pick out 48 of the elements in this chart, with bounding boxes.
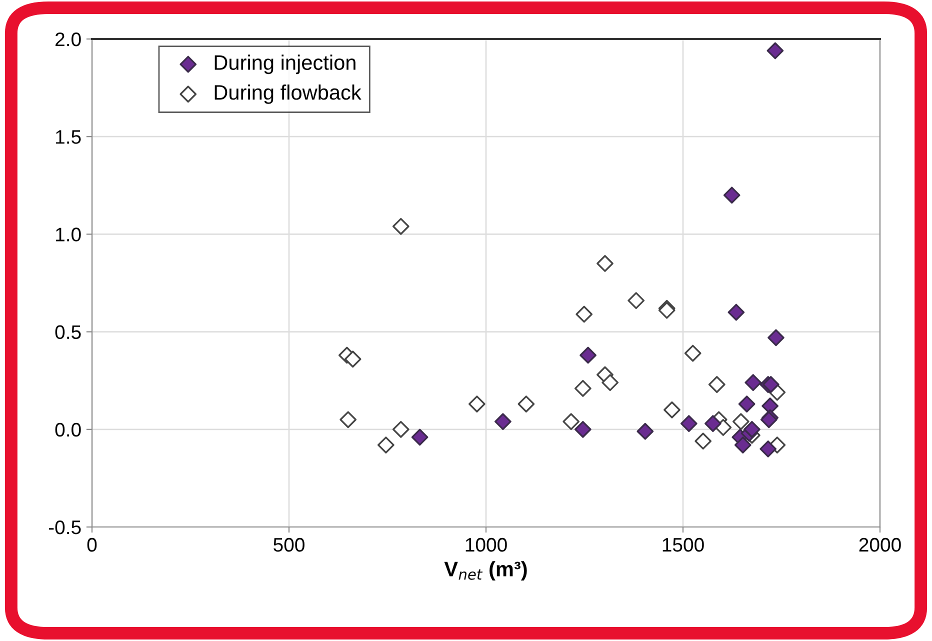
y-tick-label: -0.5 bbox=[48, 520, 81, 534]
point bbox=[377, 436, 394, 454]
x-tick-label: 1500 bbox=[662, 538, 704, 552]
legend-label: During injection bbox=[214, 54, 356, 74]
point bbox=[728, 304, 745, 321]
x-axis-title: V$_{net}$ (m³) bbox=[444, 561, 527, 581]
point bbox=[680, 415, 698, 432]
point bbox=[576, 306, 593, 323]
point bbox=[704, 415, 722, 432]
point bbox=[708, 376, 726, 393]
y-tick-label: 2.0 bbox=[56, 32, 81, 46]
point bbox=[411, 428, 428, 446]
x-tick-label: 1000 bbox=[466, 538, 507, 552]
point bbox=[580, 346, 596, 364]
y-tick-label: 1.0 bbox=[56, 228, 81, 242]
point bbox=[574, 380, 592, 397]
point bbox=[574, 420, 592, 438]
y-tick-label: 1.5 bbox=[56, 130, 81, 144]
point bbox=[723, 186, 740, 204]
x-tick-label: 500 bbox=[274, 538, 304, 552]
point bbox=[760, 440, 777, 458]
point bbox=[738, 396, 756, 412]
point bbox=[340, 411, 357, 428]
point bbox=[684, 344, 702, 362]
point bbox=[694, 432, 712, 450]
point bbox=[768, 329, 784, 346]
point bbox=[602, 374, 619, 391]
point bbox=[744, 374, 762, 391]
point bbox=[744, 420, 760, 438]
point bbox=[628, 292, 645, 310]
y-tick-label: 0.0 bbox=[55, 422, 81, 437]
x-tick-label: 2000 bbox=[859, 538, 901, 552]
point bbox=[518, 396, 535, 412]
point bbox=[468, 396, 486, 412]
legend-label: During flowback bbox=[214, 84, 362, 104]
point bbox=[494, 413, 512, 430]
point bbox=[732, 413, 750, 430]
point bbox=[636, 422, 654, 440]
x-tick-label: 0 bbox=[87, 538, 97, 552]
y-tick-label: 0.5 bbox=[55, 325, 81, 340]
point bbox=[734, 436, 752, 454]
point bbox=[664, 401, 680, 418]
point bbox=[596, 255, 614, 272]
point bbox=[562, 413, 580, 430]
point bbox=[344, 350, 362, 368]
point bbox=[392, 420, 410, 438]
point bbox=[392, 218, 410, 235]
point bbox=[766, 42, 784, 60]
